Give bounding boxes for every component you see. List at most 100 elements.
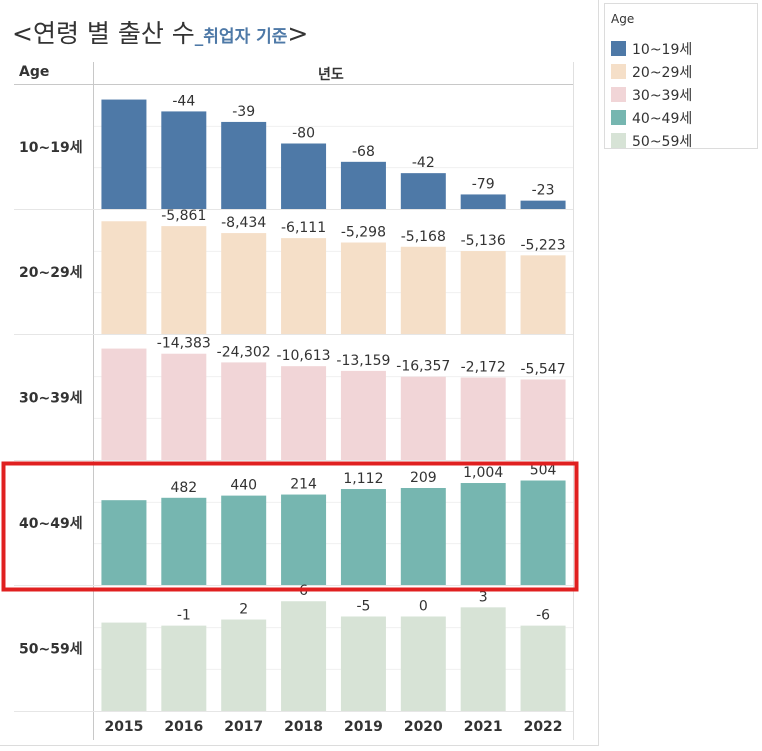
legend-label: 10~19세 [632, 41, 693, 58]
data-label: -42 [412, 155, 435, 171]
bar-20~29세-2019 [340, 242, 386, 334]
data-label: -2,172 [461, 360, 506, 376]
bar-10~19세-2017 [221, 121, 267, 209]
legend-swatch [611, 87, 626, 102]
data-label: -5,168 [401, 229, 446, 245]
legend-swatch [611, 64, 626, 79]
row-label: 30~39세 [19, 391, 83, 407]
bar-40~49세-2017 [221, 495, 267, 585]
data-label: 440 [230, 478, 257, 494]
legend-label: 50~59세 [632, 133, 693, 150]
legend-swatch [611, 41, 626, 56]
data-label: -39 [232, 104, 255, 120]
bar-20~29세-2018 [281, 238, 327, 334]
bar-30~39세-2019 [340, 370, 386, 460]
bar-30~39세-2017 [221, 362, 267, 460]
bar-40~49세-2020 [400, 487, 446, 585]
bar-10~19세-2021 [460, 194, 506, 209]
row-label: 20~29세 [19, 265, 83, 281]
bar-10~19세-2018 [281, 143, 327, 209]
row-label: 40~49세 [19, 516, 83, 532]
data-label: -80 [292, 125, 315, 141]
data-label: -23 [532, 183, 555, 199]
data-label: -24,302 [217, 344, 271, 360]
data-label: -14,383 [157, 336, 211, 352]
legend-item[interactable]: 20~29세 [611, 61, 693, 81]
bar-30~39세-2018 [281, 366, 327, 460]
data-label: 209 [410, 470, 437, 486]
bar-30~39세-2015 [101, 348, 147, 460]
data-label: -1 [177, 608, 191, 624]
legend-item[interactable]: 30~39세 [611, 84, 692, 104]
bar-50~59세-2021 [460, 607, 506, 711]
bar-50~59세-2015 [101, 622, 147, 711]
legend-item[interactable]: 50~59세 [611, 130, 693, 150]
bar-20~29세-2022 [520, 255, 566, 334]
x-tick-label: 2019 [344, 719, 383, 735]
viz-panel: <연령 별 출산 수_취업자 기준> Age 년도 10~19세 -44 -39 -8… [0, 0, 599, 746]
data-label: -5,547 [520, 361, 565, 377]
bar-30~39세-2021 [460, 377, 506, 460]
legend-label: 20~29세 [632, 64, 693, 81]
bar-30~39세-2020 [400, 376, 446, 460]
data-label: -10,613 [277, 348, 331, 364]
data-label: 0 [419, 598, 428, 614]
row-header-age: Age [19, 64, 50, 80]
data-label: -5,136 [461, 233, 506, 249]
chart-grid: 10~19세-44-39-80-68-42-79 -2320~29세-5,861-… [1, 62, 579, 740]
bar-40~49세-2015 [101, 500, 147, 585]
data-label: -6,111 [281, 220, 326, 236]
legend-label: 40~49세 [632, 110, 693, 127]
chart-title-main: 연령 별 출산 수 [32, 19, 195, 48]
bar-10~19세-2016 [161, 111, 207, 209]
column-header-year: 년도 [318, 67, 344, 83]
data-label: -6 [536, 608, 550, 624]
data-label: 3 [479, 589, 488, 605]
row-label: 10~19세 [19, 140, 83, 156]
legend: Age 10~19세 20~29세 30~39세 40~49세 50~59세 [604, 3, 758, 150]
data-label: 1,004 [463, 465, 503, 481]
row-label: 50~59세 [19, 642, 83, 658]
x-tick-label: 2016 [164, 719, 203, 735]
bar-10~19세-2015 [101, 99, 147, 209]
legend-swatch [611, 133, 626, 148]
x-tick-label: 2018 [284, 719, 323, 735]
bar-20~29세-2015 [101, 221, 147, 334]
data-label: 214 [290, 477, 317, 493]
bar-50~59세-2019 [340, 616, 386, 711]
data-label: 504 [530, 463, 557, 479]
bar-40~49세-2018 [281, 494, 327, 585]
legend-swatch [611, 110, 626, 125]
bar-40~49세-2019 [340, 489, 386, 585]
data-label: -5 [356, 598, 370, 614]
bar-20~29세-2016 [161, 226, 207, 334]
x-tick-label: 2020 [404, 719, 443, 735]
bar-50~59세-2022 [520, 625, 566, 711]
data-label: -79 [472, 176, 495, 192]
data-label: 482 [170, 480, 197, 496]
legend-item[interactable]: 10~19세 [611, 38, 693, 58]
data-label: -5,223 [520, 237, 565, 253]
bar-20~29세-2021 [460, 251, 506, 334]
bar-40~49세-2016 [161, 497, 207, 585]
bar-50~59세-2017 [221, 619, 267, 711]
x-tick-label: 2022 [524, 719, 563, 735]
x-tick-label: 2015 [104, 719, 143, 735]
legend-item[interactable]: 40~49세 [611, 107, 693, 127]
bar-10~19세-2019 [340, 161, 386, 209]
chart-title: <연령 별 출산 수_취업자 기준> [12, 19, 309, 48]
bar-40~49세-2021 [460, 483, 506, 585]
bar-10~19세-2020 [400, 173, 446, 209]
bar-30~39세-2016 [161, 353, 207, 460]
bar-50~59세-2020 [400, 616, 446, 711]
bar-50~59세-2018 [281, 601, 327, 711]
highlight-box [1, 461, 579, 592]
data-label: -5,298 [341, 225, 386, 241]
data-label: -13,159 [336, 353, 390, 369]
data-label: -44 [172, 93, 195, 109]
data-label: -16,357 [396, 359, 450, 375]
x-tick-label: 2017 [224, 719, 263, 735]
legend-title: Age [611, 12, 635, 26]
data-label: -8,434 [221, 215, 266, 231]
bar-10~19세-2022 [520, 200, 566, 209]
